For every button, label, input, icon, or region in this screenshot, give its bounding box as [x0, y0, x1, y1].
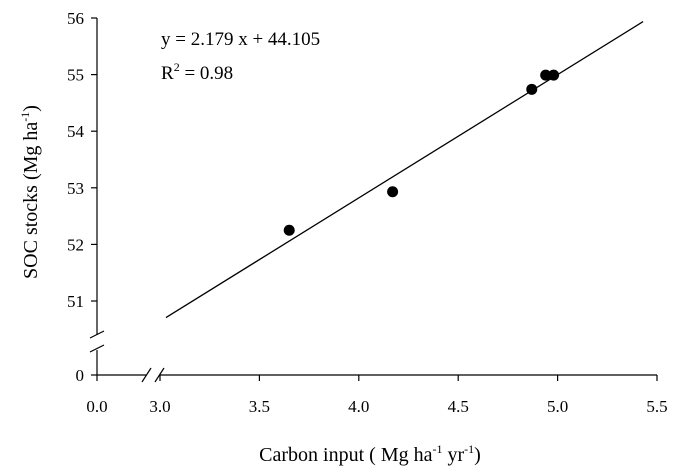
x-tick-label: 5.0 — [547, 397, 568, 416]
data-point — [387, 186, 399, 198]
y-tick-label: 51 — [67, 292, 84, 311]
equation-annotation: y = 2.179 x + 44.105 — [161, 29, 320, 50]
data-point — [283, 224, 295, 236]
x-axis-break-mark-1 — [141, 367, 152, 383]
y-tick-label: 56 — [67, 9, 84, 28]
y-axis-break-mark-1 — [89, 330, 105, 339]
regression-line — [165, 21, 644, 319]
y-tick-label: 54 — [67, 122, 85, 141]
x-tick-label: 4.0 — [348, 397, 369, 416]
x-axis-title: Carbon input ( Mg ha-1 yr-1) — [259, 442, 481, 466]
r-squared-annotation: R2 = 0.98 — [161, 60, 233, 84]
data-point — [526, 83, 538, 95]
y-tick-label: 0 — [76, 366, 85, 385]
y-tick-label: 55 — [67, 66, 84, 85]
y-axis-title: SOC stocks (Mg ha-1) — [18, 105, 42, 279]
x-tick-label: 3.0 — [149, 397, 170, 416]
y-tick-label: 52 — [67, 235, 84, 254]
x-tick-label: 4.5 — [448, 397, 469, 416]
x-ticks: 0.0 3.0 3.5 4.0 4.5 5.0 5.5 — [86, 375, 668, 416]
y-ticks: 0 51 52 53 54 55 56 — [67, 9, 97, 385]
data-point — [540, 69, 552, 81]
x-tick-label: 5.5 — [646, 397, 667, 416]
data-point — [548, 69, 560, 81]
data-points — [283, 69, 560, 236]
y-tick-label: 53 — [67, 179, 84, 198]
x-tick-label: 3.5 — [249, 397, 270, 416]
x-tick-label: 0.0 — [86, 397, 107, 416]
y-axis-break-mark-2 — [89, 344, 105, 353]
